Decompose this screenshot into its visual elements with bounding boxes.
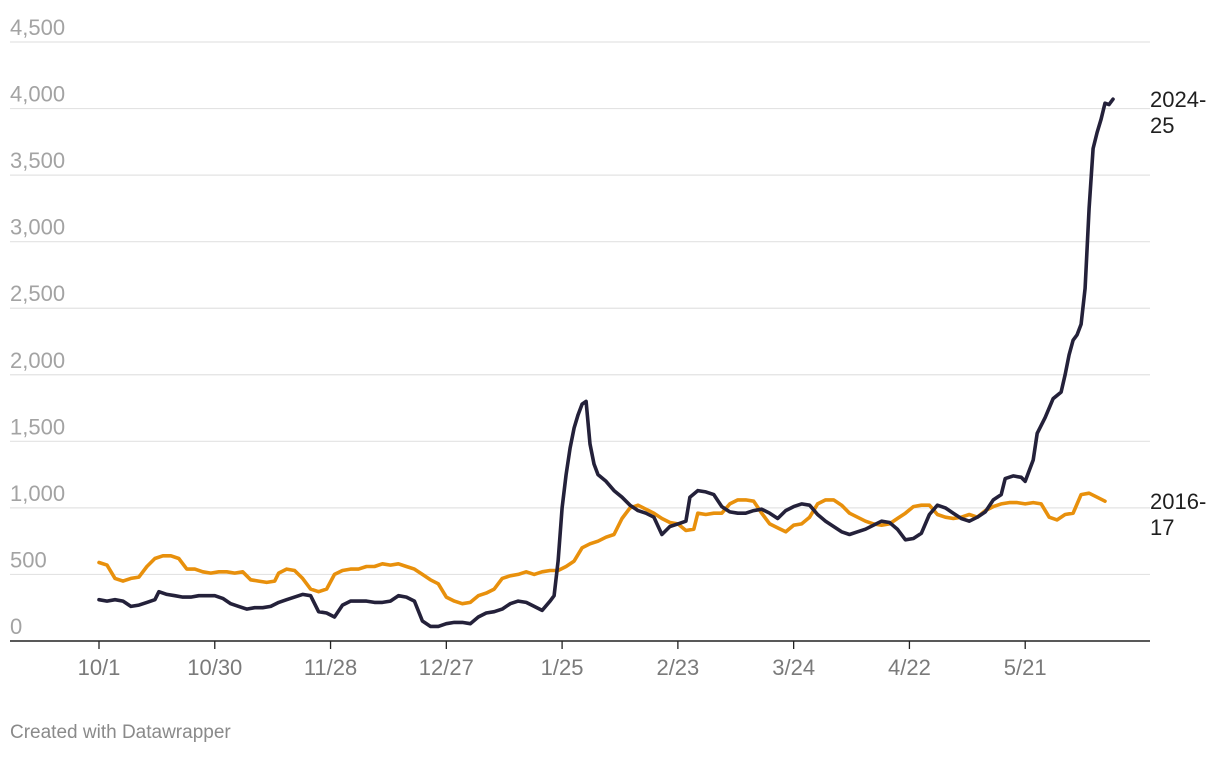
x-tick-label: 2/23 xyxy=(656,655,699,680)
y-tick-label: 3,000 xyxy=(10,215,65,240)
y-tick-label: 500 xyxy=(10,547,47,572)
y-tick-label: 2,000 xyxy=(10,348,65,373)
x-axis-ticks: 10/1 10/30 11/28 12/27 1/25 2/23 3/24 4/22 5/21 xyxy=(78,641,1047,680)
y-tick-label: 2,500 xyxy=(10,281,65,306)
y-tick-label: 1,000 xyxy=(10,481,65,506)
x-tick-label: 4/22 xyxy=(888,655,931,680)
x-tick-label: 5/21 xyxy=(1004,655,1047,680)
y-tick-label: 1,500 xyxy=(10,414,65,439)
y-axis-tick-labels: 0 500 1,000 1,500 2,000 2,500 3,000 3,500 4,000 4… xyxy=(10,15,65,639)
x-tick-label: 12/27 xyxy=(419,655,474,680)
y-tick-label: 4,500 xyxy=(10,15,65,40)
y-tick-label: 0 xyxy=(10,614,22,639)
y-tick-label: 4,000 xyxy=(10,82,65,107)
series-line-2024-25 xyxy=(97,97,1115,629)
x-tick-label: 3/24 xyxy=(772,655,815,680)
x-tick-label: 11/28 xyxy=(304,655,357,680)
series-line-2016-17 xyxy=(97,491,1107,606)
series-label-2016-17: 2016-17 xyxy=(1150,489,1206,540)
x-tick-label: 10/1 xyxy=(78,655,121,680)
x-tick-label: 1/25 xyxy=(541,655,584,680)
y-tick-label: 3,500 xyxy=(10,148,65,173)
series-label-2024-25: 2024-25 xyxy=(1150,87,1206,138)
credit-text: Created with Datawrapper xyxy=(10,722,231,743)
series-lines xyxy=(97,97,1115,629)
series-labels: 2016-17 2024-25 xyxy=(1150,87,1206,540)
y-gridlines xyxy=(10,41,1150,576)
x-tick-label: 10/30 xyxy=(187,655,242,680)
